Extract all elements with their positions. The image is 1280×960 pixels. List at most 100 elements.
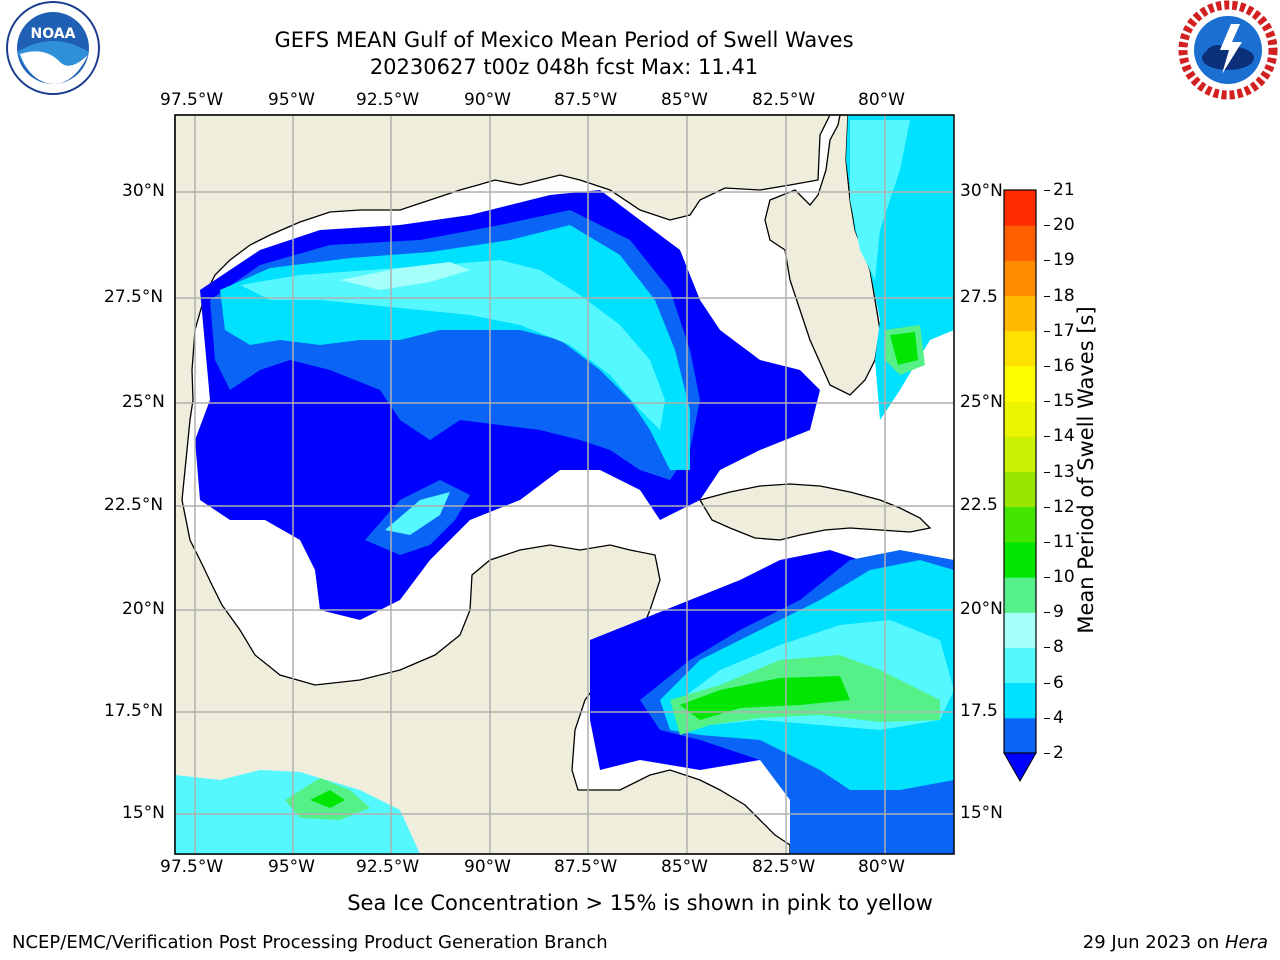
lat-label-left: 30°N	[122, 181, 165, 201]
forecast-subtitle: 20230627 t00z 048h fcst Max: 11.41	[369, 55, 759, 79]
lat-label-right: 22.5	[960, 495, 998, 515]
colorbar-tick-label: 14	[1053, 426, 1075, 447]
colorbar-tick-label: 12	[1053, 496, 1075, 517]
colorbar-tick-label: 16	[1053, 355, 1075, 376]
colorbar-segment	[1004, 295, 1036, 332]
sea-ice-caption: Sea Ice Concentration > 15% is shown in …	[0, 891, 1280, 915]
sea-ice-caption-text: Sea Ice Concentration > 15% is shown in …	[347, 891, 933, 915]
colorbar-tick-mark	[1044, 612, 1050, 614]
colorbar-segment	[1004, 330, 1036, 367]
colorbar-segment	[1004, 225, 1036, 261]
colorbar-tick-mark	[1044, 753, 1050, 754]
lon-label-top: 85°W	[661, 90, 708, 110]
colorbar-segment	[1004, 717, 1036, 754]
colorbar-segment	[1004, 612, 1036, 648]
lat-label-left: 20°N	[122, 599, 165, 619]
colorbar-segments	[1004, 190, 1036, 754]
lon-label-bottom: 92.5°W	[356, 857, 420, 877]
colorbar-segment	[1004, 190, 1036, 226]
lat-label-left: 15°N	[122, 803, 165, 823]
lat-label-left: 22.5°N	[104, 495, 164, 515]
colorbar-tick-mark	[1044, 436, 1050, 438]
colorbar-tick-mark	[1044, 225, 1050, 227]
colorbar-tick-label: 8	[1053, 637, 1064, 658]
colorbar-tick-mark	[1044, 647, 1050, 649]
colorbar-tick-mark	[1044, 541, 1050, 543]
noaa-logo-icon: NOAA	[0, 0, 106, 106]
colorbar-frame	[1003, 189, 1037, 754]
lat-label-left: 25°N	[122, 392, 165, 412]
lon-label-bottom: 82.5°W	[752, 857, 816, 877]
colorbar-tick-mark	[1044, 717, 1050, 719]
map-title: GEFS MEAN Gulf of Mexico Mean Period of …	[274, 28, 854, 52]
colorbar-tick-mark	[1044, 260, 1050, 262]
colorbar-tick-label: 6	[1053, 672, 1064, 693]
land-cuba	[698, 483, 932, 541]
lat-label-left: 27.5°N	[104, 287, 164, 307]
lon-label-bottom: 80°W	[858, 857, 905, 877]
national-weather-service-logo-icon	[1176, 0, 1280, 106]
map-gridlines	[175, 115, 954, 854]
colorbar-segment	[1004, 577, 1036, 613]
map-frame	[174, 114, 955, 855]
lat-label-right: 20°N	[960, 599, 1003, 619]
lon-label-bottom: 85°W	[661, 857, 708, 877]
colorbar-tick-label: 20	[1053, 215, 1075, 236]
lon-label-top: 95°W	[268, 90, 315, 110]
colorbar-ticks: 2 4 6 8 9 10 11 12 13 14 15 16 17 18 19 20 21	[1044, 0, 1084, 960]
colorbar-tick-mark	[1044, 295, 1050, 297]
footer-date-text: 29 Jun 2023 on	[1082, 932, 1225, 953]
colorbar-tick-label: 19	[1053, 250, 1075, 271]
lon-label-top: 87.5°W	[554, 90, 618, 110]
colorbar-segment	[1004, 506, 1036, 543]
colorbar-tick-mark	[1044, 577, 1050, 579]
lon-label-bottom: 97.5°W	[160, 857, 224, 877]
lat-label-right: 27.5	[960, 287, 998, 307]
colorbar-tick-mark	[1044, 506, 1050, 508]
colorbar-tick-label: 11	[1053, 531, 1075, 552]
colorbar-tick-label: 18	[1053, 285, 1075, 306]
colorbar-tick-label: 17	[1053, 320, 1075, 341]
colorbar-tick-label: 2	[1053, 743, 1064, 763]
noaa-logo-text: NOAA	[31, 26, 76, 42]
colorbar-tick-mark	[1044, 401, 1050, 403]
lon-label-top: 97.5°W	[160, 90, 224, 110]
colorbar-segment	[1004, 365, 1036, 402]
colorbar-tick-label: 9	[1053, 602, 1064, 623]
colorbar-segment	[1004, 682, 1036, 719]
lon-label-top: 92.5°W	[356, 90, 420, 110]
colorbar-segment	[1004, 471, 1036, 508]
colorbar-tick-mark	[1044, 682, 1050, 684]
lat-label-right: 25°N	[960, 392, 1003, 412]
lon-label-top: 90°W	[464, 90, 511, 110]
footer-branch: NCEP/EMC/Verification Post Processing Pr…	[12, 932, 608, 953]
colorbar-tick-mark	[1044, 471, 1050, 473]
colorbar-tick-label: 21	[1053, 180, 1075, 200]
colorbar-tick-mark	[1044, 190, 1050, 191]
lat-label-right: 15°N	[960, 803, 1003, 823]
colorbar-tick-label: 10	[1053, 567, 1075, 588]
lat-label-right: 30°N	[960, 181, 1003, 201]
colorbar-tick-label: 13	[1053, 461, 1075, 482]
colorbar-segment	[1004, 401, 1036, 437]
colorbar-tick-label: 15	[1053, 391, 1075, 412]
colorbar-label: Mean Period of Swell Waves [s]	[1074, 306, 1098, 634]
lat-label-right: 17.5	[960, 701, 998, 721]
colorbar-tick-mark	[1044, 365, 1050, 367]
colorbar-segment	[1004, 260, 1036, 297]
lat-label-left: 17.5°N	[104, 701, 164, 721]
colorbar-under-triangle	[1003, 752, 1037, 783]
colorbar-segment	[1004, 541, 1036, 578]
colorbar-segment	[1004, 647, 1036, 684]
footer-host: Hera	[1224, 932, 1268, 953]
lon-label-top: 82.5°W	[752, 90, 816, 110]
colorbar	[1003, 189, 1037, 783]
lon-label-bottom: 87.5°W	[554, 857, 618, 877]
lon-label-top: 80°W	[858, 90, 905, 110]
colorbar-tick-label: 4	[1053, 707, 1064, 728]
footer-date: 29 Jun 2023 on Hera	[1083, 932, 1268, 953]
lon-label-bottom: 90°W	[464, 857, 511, 877]
colorbar-segment	[1004, 436, 1036, 472]
lon-label-bottom: 95°W	[268, 857, 315, 877]
